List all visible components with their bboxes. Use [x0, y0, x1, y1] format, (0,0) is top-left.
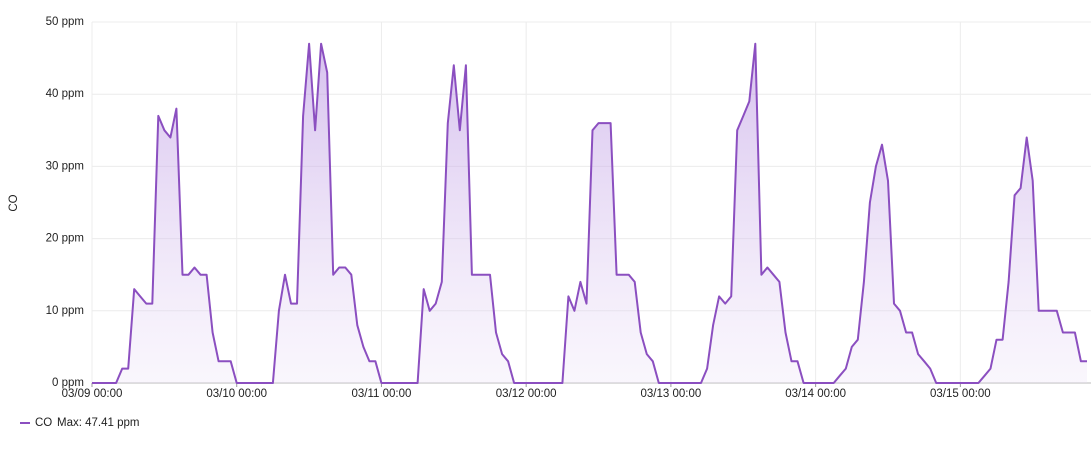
- line: [92, 42, 1087, 384]
- legend: CO Max: 47.41 ppm: [20, 417, 139, 429]
- y-tick-label: 0 ppm: [52, 377, 84, 389]
- legend-label: CO: [35, 417, 52, 429]
- legend-stat: Max: 47.41 ppm: [57, 417, 139, 429]
- x-tick-label: 03/11 00:00: [351, 388, 411, 400]
- y-tick-label: 20 ppm: [46, 233, 84, 245]
- x-tick-label: 03/09 00:00: [62, 388, 123, 400]
- x-tick-label: 03/15 00:00: [930, 388, 991, 400]
- y-tick-label: 10 ppm: [46, 305, 84, 317]
- x-tick-label: 03/12 00:00: [496, 388, 557, 400]
- x-tick-label: 03/10 00:00: [206, 388, 267, 400]
- x-tick-label: 03/13 00:00: [641, 388, 702, 400]
- y-tick-label: 40 ppm: [46, 88, 84, 100]
- y-axis-label: CO: [8, 194, 20, 211]
- y-tick-label: 30 ppm: [46, 160, 84, 172]
- area: [92, 43, 1087, 383]
- x-tick-label: 03/14 00:00: [785, 388, 846, 400]
- y-tick-label: 50 ppm: [46, 16, 84, 28]
